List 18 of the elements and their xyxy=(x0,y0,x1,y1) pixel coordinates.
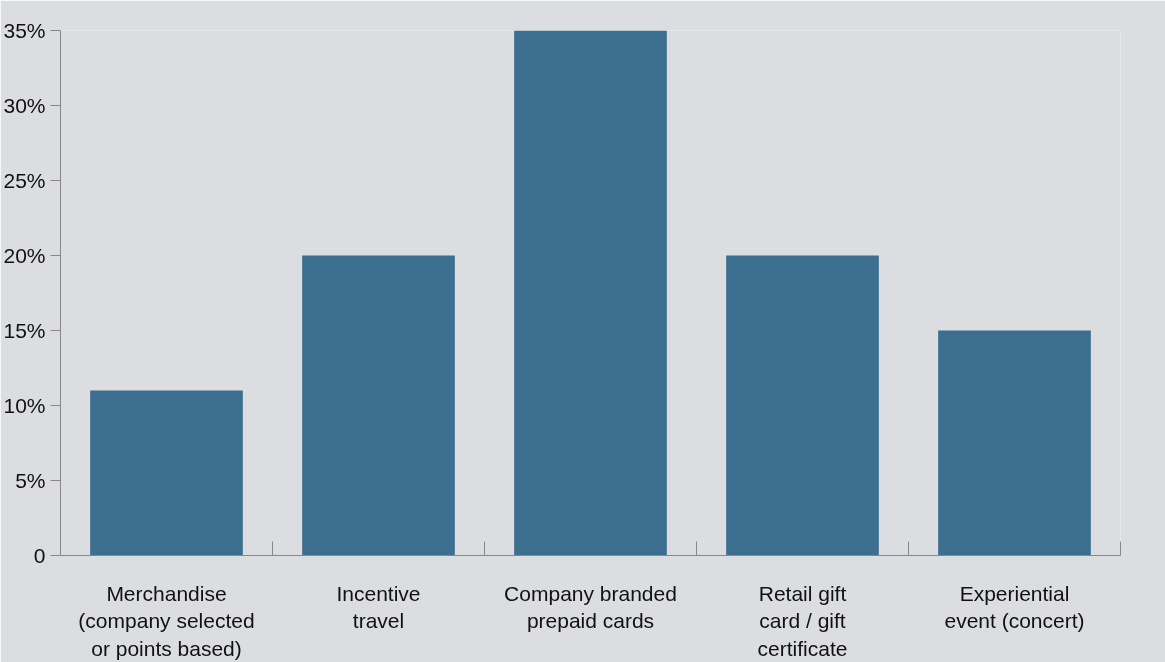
x-tick-label: Retail gift card / gift certificate xyxy=(757,581,848,660)
y-tick-label: 0 xyxy=(33,544,46,567)
y-tick-label: 15% xyxy=(3,319,46,342)
bar xyxy=(726,255,879,556)
bar xyxy=(938,330,1091,556)
x-tick-label: Incentive travel xyxy=(336,581,421,633)
x-tick-label: Merchandise (company selected or points based) xyxy=(78,581,255,660)
y-tick-label: 35% xyxy=(3,19,46,42)
bar xyxy=(514,30,667,556)
x-tick-label: Company branded prepaid cards xyxy=(504,581,677,633)
x-tick-label: Experiential event (concert) xyxy=(944,581,1085,633)
y-tick-label: 10% xyxy=(3,394,46,417)
y-tick-label: 25% xyxy=(3,169,46,192)
bar xyxy=(302,255,455,556)
y-tick-label: 5% xyxy=(15,469,46,492)
y-tick-label: 30% xyxy=(3,94,46,117)
bar xyxy=(90,390,243,556)
y-tick-label: 20% xyxy=(3,244,46,267)
